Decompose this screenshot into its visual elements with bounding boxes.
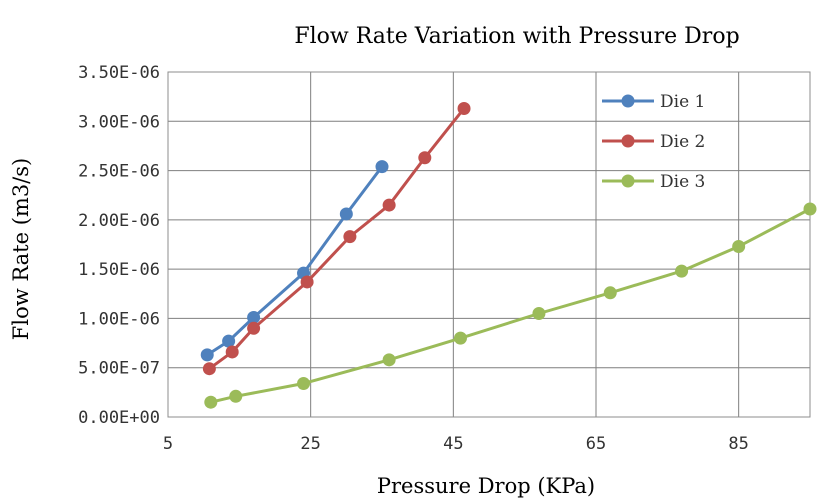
y-axis-label: Flow Rate (m3/s) xyxy=(9,158,33,340)
data-point xyxy=(382,198,396,212)
data-point xyxy=(339,207,353,221)
legend-item: Die 3 xyxy=(602,172,705,192)
data-point xyxy=(375,160,389,174)
x-tick-label: 45 xyxy=(443,434,463,454)
y-tick-label: 2.00E-06 xyxy=(78,211,160,231)
data-point xyxy=(297,376,311,390)
series-die-1 xyxy=(200,160,389,362)
gridlines xyxy=(167,71,810,418)
data-point xyxy=(247,310,261,324)
y-axis-ticks: 0.00E+00 5.00E-07 1.00E-06 1.50E-06 2.00E-06… xyxy=(78,63,160,428)
data-point xyxy=(732,239,746,253)
legend-marker xyxy=(621,134,635,148)
y-tick-label: 3.50E-06 xyxy=(78,63,160,83)
data-point xyxy=(457,101,471,115)
series-line xyxy=(206,165,384,357)
legend-marker xyxy=(621,94,635,108)
data-point xyxy=(204,395,218,409)
series-layer xyxy=(200,101,817,409)
data-point xyxy=(202,362,216,376)
legend-item: Die 2 xyxy=(602,132,705,152)
x-tick-label: 5 xyxy=(163,434,173,454)
data-point xyxy=(247,321,261,335)
x-tick-label: 25 xyxy=(300,434,320,454)
legend-label: Die 2 xyxy=(660,132,705,152)
y-tick-label: 5.00E-07 xyxy=(78,359,160,379)
y-tick-label: 1.00E-06 xyxy=(78,309,160,329)
data-point xyxy=(300,275,314,289)
data-point xyxy=(382,353,396,367)
series-die-3 xyxy=(204,202,817,409)
data-point xyxy=(603,286,617,300)
legend-label: Die 3 xyxy=(660,172,705,192)
y-tick-label: 0.00E+00 xyxy=(78,408,160,428)
y-tick-label: 1.50E-06 xyxy=(78,260,160,280)
series-line xyxy=(210,207,811,404)
data-point xyxy=(222,334,236,348)
plot-area-frame xyxy=(167,71,811,418)
x-tick-label: 85 xyxy=(728,434,748,454)
data-point xyxy=(200,348,214,362)
chart-title: Flow Rate Variation with Pressure Drop xyxy=(294,24,739,49)
y-tick-label: 3.00E-06 xyxy=(78,112,160,132)
legend-item: Die 1 xyxy=(602,92,705,112)
data-point xyxy=(532,307,546,320)
series-die-2 xyxy=(202,101,471,376)
data-point xyxy=(453,331,467,345)
data-point xyxy=(418,151,432,165)
x-tick-label: 65 xyxy=(586,434,606,454)
x-axis-ticks: 5 25 45 65 85 xyxy=(163,434,749,454)
x-axis-label: Pressure Drop (KPa) xyxy=(377,474,595,498)
data-point xyxy=(343,230,357,244)
legend: Die 1 Die 2 Die 3 xyxy=(602,92,705,192)
y-tick-label: 2.50E-06 xyxy=(78,162,160,182)
legend-marker xyxy=(621,174,635,188)
data-point xyxy=(803,202,817,216)
legend-label: Die 1 xyxy=(660,92,705,112)
data-point xyxy=(225,345,239,359)
data-point xyxy=(675,264,689,278)
data-point xyxy=(229,389,243,403)
